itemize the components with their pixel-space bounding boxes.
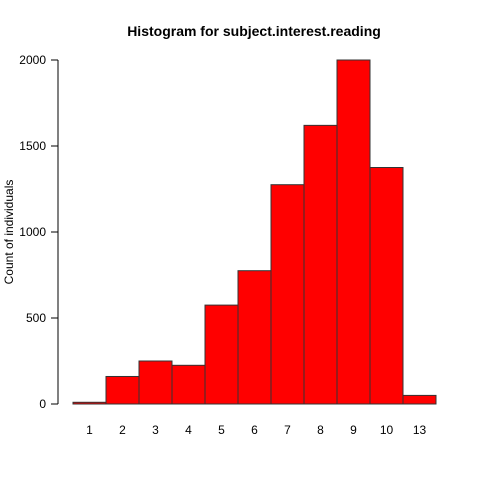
bar-10 [370, 168, 403, 405]
bar-3 [139, 361, 172, 404]
bar-13 [403, 395, 436, 404]
x-tick-label: 1 [86, 423, 93, 437]
x-tick-label: 10 [380, 423, 394, 437]
x-tick-label: 4 [185, 423, 192, 437]
x-tick-label: 13 [413, 423, 427, 437]
x-tick-label: 7 [284, 423, 291, 437]
y-tick-label: 1000 [19, 225, 46, 239]
y-tick-label: 500 [26, 311, 46, 325]
x-tick-label: 6 [251, 423, 258, 437]
y-tick-label: 1500 [19, 139, 46, 153]
y-tick-label: 0 [39, 397, 46, 411]
chart-title: Histogram for subject.interest.reading [127, 23, 381, 39]
bar-4 [172, 365, 205, 404]
x-axis-labels: 1 2 3 4 5 6 7 8 9 10 13 [86, 423, 426, 437]
bar-8 [304, 125, 337, 404]
bar-9 [337, 60, 370, 404]
x-tick-label: 5 [218, 423, 225, 437]
bar-1 [73, 402, 106, 404]
bar-6 [238, 271, 271, 404]
bar-5 [205, 305, 238, 404]
bars-group [73, 60, 436, 404]
y-tick-label: 2000 [19, 53, 46, 67]
x-tick-label: 8 [317, 423, 324, 437]
y-axis: 0 500 1000 1500 2000 [19, 53, 58, 411]
x-tick-label: 2 [119, 423, 126, 437]
x-tick-label: 9 [350, 423, 357, 437]
x-tick-label: 3 [152, 423, 159, 437]
bar-7 [271, 185, 304, 404]
y-axis-label: Count of individuals [2, 180, 16, 285]
bar-2 [106, 376, 139, 404]
